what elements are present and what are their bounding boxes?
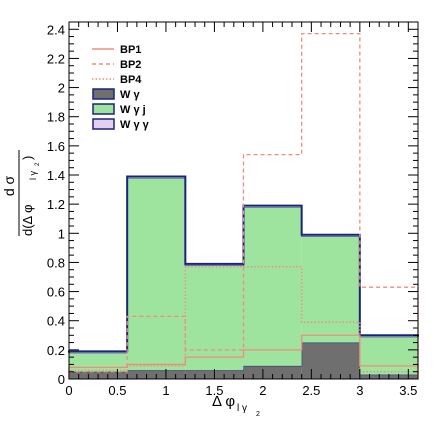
y-tick-label: 2: [58, 81, 65, 96]
y-axis-title: d σ d(Δ φ l γ 2 ): [1, 150, 41, 236]
y-tick-label: 2.2: [47, 51, 65, 66]
x-axis-title-subsub: 2: [256, 411, 260, 418]
y-tick-label: 0.8: [47, 255, 65, 270]
x-axis-title-sub: l γ: [237, 403, 247, 414]
y-tick-label: 1: [58, 226, 65, 241]
x-tick-label: 2.5: [302, 383, 320, 398]
y-tick-label: 1.2: [47, 197, 65, 212]
x-tick-label: 1.5: [205, 383, 223, 398]
y-axis-title-den-sub: l γ: [28, 171, 38, 181]
legend: BP1 BP2 BP4 W γ W γ j W γ γ: [92, 44, 150, 131]
x-tick-label: 1: [162, 383, 169, 398]
legend-label: BP2: [120, 59, 141, 71]
y-tick-label: 0.4: [47, 314, 65, 329]
y-tick-label: 1.4: [47, 168, 65, 183]
stack-1-bin-5: [359, 336, 418, 375]
y-tick-label: 0.2: [47, 343, 65, 358]
legend-label: W γ j: [120, 104, 146, 116]
y-tick-label: 1.6: [47, 139, 65, 154]
axis-ticks: 0 0.5 1 1.5 2 2.5 3 3.5 0 0.2 0.4 0.6 0.8 1 1.2 1.4 1.6 1…: [47, 22, 418, 398]
legend-label: BP1: [120, 44, 141, 56]
legend-swatch-box: [92, 118, 115, 130]
y-axis-title-denominator: d(Δ φ: [20, 204, 35, 236]
stack-1-bin-2: [185, 265, 244, 371]
y-tick-label: 2.4: [47, 22, 65, 37]
x-tick-label: 0.5: [108, 383, 126, 398]
stack-0-bin-4: [301, 342, 360, 379]
x-tick-label: 2: [259, 383, 266, 398]
stack-1-bin-3: [243, 207, 302, 366]
stack-1-bin-0: [69, 352, 128, 372]
x-tick-label: 3: [356, 383, 363, 398]
y-axis-title-den-close: ): [20, 156, 35, 160]
legend-swatch-box: [92, 88, 115, 100]
x-tick-label: 3.5: [399, 383, 417, 398]
x-tick-label: 0: [65, 383, 72, 398]
y-axis-title-numerator: d σ: [1, 175, 17, 196]
legend-label: W γ γ: [120, 119, 150, 131]
x-axis-title: Δ φ: [212, 393, 235, 410]
stacked-fills: [68, 175, 419, 379]
y-axis-title-den-subsub: 2: [35, 162, 41, 166]
legend-swatch-box: [92, 103, 115, 115]
stack-0-bin-3: [243, 365, 302, 379]
y-tick-label: 0: [58, 372, 65, 387]
y-tick-label: 1.8: [47, 110, 65, 125]
legend-label: BP4: [120, 74, 142, 86]
stack-1-bin-1: [127, 177, 186, 371]
y-tick-label: 0.6: [47, 285, 65, 300]
legend-label: W γ: [120, 89, 140, 101]
stack-1-bin-4: [301, 236, 360, 343]
